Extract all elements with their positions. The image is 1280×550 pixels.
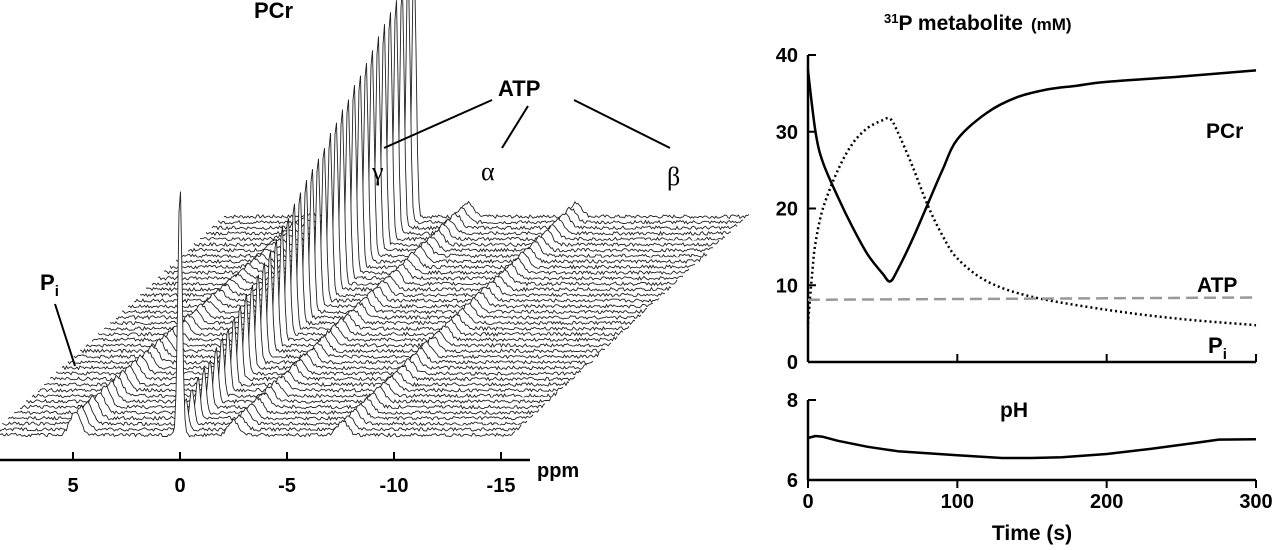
spectrum-trace [55, 293, 582, 377]
metabolite-y-tick-label: 0 [787, 352, 798, 374]
spectrum-trace [211, 0, 738, 231]
spectrum-trace [25, 347, 552, 405]
spectrum-trace [31, 336, 558, 399]
ppm-tick-label: 5 [67, 475, 78, 497]
pcr-series-label: PCr [1206, 120, 1243, 143]
metabolite-y-tick-label: 30 [776, 122, 798, 144]
spectrum-trace [163, 85, 690, 276]
atp-gamma-leader [383, 99, 493, 149]
ppm-tick-label: -15 [487, 475, 516, 497]
pi-subscript: i [55, 283, 59, 300]
pi-series-label: Pi [1208, 333, 1227, 363]
title-superscript: 31 [884, 11, 898, 26]
time-axis-label: Time (s) [992, 522, 1072, 545]
spectrum-trace [79, 251, 606, 354]
spectrum-trace [43, 317, 570, 388]
spectrum-trace [61, 284, 588, 371]
spectrum-trace [169, 75, 696, 270]
ppm-tick-label: -10 [380, 475, 409, 497]
spectrum-trace [1, 388, 528, 427]
spectrum-trace [181, 50, 708, 259]
spectrum-trace [115, 180, 642, 321]
title-unit: (mM) [1031, 15, 1072, 34]
ph-chart-title: pH [1000, 399, 1028, 422]
pi-series-main: P [1208, 333, 1223, 358]
ppm-axis: 5 0 -5 -10 -15 ppm [0, 452, 579, 497]
spectrum-trace [0, 398, 522, 433]
ph-series-line [807, 434, 1257, 460]
spectra-panel: 5 0 -5 -10 -15 ppm PCr ATP γ α β Pi [0, 0, 750, 497]
atp-beta-leader [573, 99, 671, 149]
ph-x-tick-label: 0 [802, 491, 813, 513]
ph-x-tick-label: 200 [1090, 491, 1123, 513]
metabolite-y-tick-label: 40 [776, 45, 798, 67]
spectrum-trace [49, 305, 576, 382]
pi-main: P [40, 270, 55, 295]
spectrum-trace [0, 191, 516, 438]
spectrum-trace [139, 132, 666, 298]
spectrum-trace [85, 239, 612, 348]
spectra-annotations: PCr ATP γ α β Pi [40, 0, 680, 367]
spectrum-trace [37, 328, 564, 393]
spectrum-trace [103, 203, 630, 332]
ppm-ticks: 5 0 -5 -10 -15 [67, 452, 515, 497]
ph-x-ticks: 0 100 200 300 [802, 480, 1273, 513]
ppm-axis-label: ppm [537, 460, 579, 482]
ph-y-ticks: 68 [787, 390, 816, 492]
alpha-peak-label: α [481, 157, 495, 186]
spectrum-trace [175, 62, 702, 265]
pcr-series-line [806, 69, 1257, 283]
ph-x-tick-label: 100 [941, 491, 974, 513]
spectrum-trace [67, 274, 594, 365]
beta-peak-label: β [667, 162, 680, 191]
atp-series-label: ATP [1197, 274, 1237, 297]
spectrum-trace [121, 169, 648, 315]
metabolite-series [806, 69, 1257, 327]
ppm-tick-label: 0 [174, 475, 185, 497]
spectrum-trace [151, 109, 678, 287]
metabolite-y-ticks: 0 10 20 30 40 [776, 45, 816, 374]
pcr-peak-label: PCr [254, 0, 294, 23]
metabolite-y-tick-label: 10 [776, 275, 798, 297]
spectrum-trace [205, 0, 731, 237]
metabolite-chart: 31P metabolite (mM) 0 10 20 30 40 PCr ATP Pi [776, 11, 1257, 374]
pi-series-line [806, 116, 1257, 327]
pi-leader [54, 303, 76, 367]
spectrum-trace [7, 377, 534, 421]
gamma-peak-label: γ [371, 157, 384, 186]
spectrum-trace [217, 0, 744, 225]
ppm-tick-label: -5 [278, 475, 296, 497]
metabolite-y-tick-label: 20 [776, 199, 798, 221]
spectrum-trace [127, 158, 654, 309]
ph-y-tick-label: 8 [787, 390, 798, 412]
atp-alpha-leader [501, 105, 529, 149]
ph-y-tick-label: 6 [787, 470, 798, 492]
spectrum-trace [19, 360, 546, 410]
ph-chart: pH 68 0 100 200 300 Time (s) [787, 390, 1273, 545]
spectrum-trace [109, 192, 636, 326]
ph-series [807, 434, 1257, 460]
title-main: P metabolite [898, 12, 1022, 35]
spectrum-trace [133, 148, 660, 304]
metabolite-x-ticks [807, 354, 1257, 362]
ph-x-tick-label: 300 [1239, 491, 1272, 513]
spectra-traces [0, 0, 750, 438]
atp-label: ATP [498, 76, 540, 101]
spectrum-trace [97, 218, 624, 337]
spectrum-trace [145, 122, 672, 293]
pi-series-subscript: i [1223, 346, 1227, 363]
spectrum-trace [157, 99, 684, 281]
pi-peak-label: Pi [40, 270, 59, 300]
spectrum-trace [73, 262, 600, 360]
atp-series-line [807, 296, 1257, 302]
spectrum-trace [14, 367, 540, 416]
metabolite-chart-title: 31P metabolite (mM) [884, 11, 1072, 35]
